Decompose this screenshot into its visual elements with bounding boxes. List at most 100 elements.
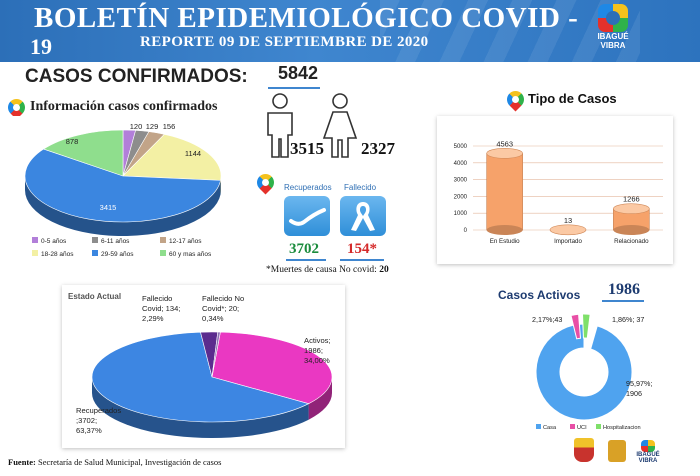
status-pie-label-0-2: 34,00% bbox=[304, 356, 330, 365]
ribbon-icon bbox=[351, 202, 375, 231]
bar-top-0 bbox=[486, 148, 523, 159]
info-confirmed-title: Información casos confirmados bbox=[30, 99, 218, 114]
non-covid-note: *Muertes de causa No covid: 20 bbox=[266, 265, 389, 275]
footer-logo-text-1: IBAGUÉ bbox=[636, 452, 660, 458]
location-pin-icon-3 bbox=[503, 87, 528, 112]
bar-category-label-2: Relacionado bbox=[614, 238, 649, 245]
case-type-panel: 0 1000 2000 3000 4000 5000 4563 En Estudio 13 Imp… bbox=[437, 116, 673, 264]
active-cases-donut-chart: 95,97%;1906 2,17%;43 1,86%; 37 Casa UCI Hospi… bbox=[532, 313, 652, 431]
recovered-value: 3702 bbox=[289, 241, 319, 257]
confirmed-label: CASOS CONFIRMADOS: bbox=[25, 66, 248, 87]
status-pie-label-2-2: 2,29% bbox=[142, 314, 164, 323]
donut-slice-uci bbox=[570, 313, 582, 340]
donut-label-0-0: 95,97%; bbox=[626, 379, 652, 388]
age-pie-value-label-2: 156 bbox=[163, 122, 176, 131]
active-cases-total: 1986 bbox=[608, 281, 640, 298]
bar-data-label-0: 4563 bbox=[496, 139, 513, 148]
status-pie-side-1-0 bbox=[92, 377, 309, 438]
health-seal-icon bbox=[608, 440, 626, 462]
page-title: BOLETÍN EPIDEMIOLÓGICO COVID - bbox=[34, 2, 579, 34]
status-pie-label-1-0: Recuperados bbox=[76, 406, 121, 415]
status-pie-label-3-1: Covid*; 20; bbox=[202, 304, 239, 313]
age-legend-label-0: 0-5 años bbox=[41, 238, 67, 245]
age-pie-slice-4 bbox=[24, 148, 221, 223]
deceased-label: Fallecido bbox=[344, 183, 377, 192]
logo-text-2: VIBRA bbox=[600, 41, 626, 50]
source-text: Secretaría de Salud Municipal, Investiga… bbox=[37, 457, 222, 467]
donut-legend-label-2: Hospitalizacion bbox=[603, 425, 641, 431]
page-title-line2: 19 bbox=[30, 34, 52, 59]
age-legend-label-1: 6-11 años bbox=[101, 238, 130, 245]
bar-ytick-5: 5000 bbox=[454, 144, 468, 150]
ibague-logo-icon bbox=[598, 4, 628, 32]
status-pie-label-1-2: 63,37% bbox=[76, 426, 102, 435]
recovered-label: Recuperados bbox=[284, 183, 332, 192]
bar-ytick-3: 3000 bbox=[454, 178, 468, 184]
status-pie-slice-0 bbox=[211, 331, 333, 405]
donut-label-1-0: 2,17%;43 bbox=[532, 315, 562, 324]
donut-slice-hospitalizacion bbox=[581, 313, 591, 339]
status-pie-side-0-0 bbox=[308, 377, 332, 420]
case-type-title: Tipo de Casos bbox=[528, 91, 617, 106]
confirmed-underline bbox=[268, 87, 320, 89]
header-pattern bbox=[380, 0, 640, 62]
status-pie-label-2-0: Fallecido bbox=[142, 294, 172, 303]
bar-category-label-0: En Estudio bbox=[490, 238, 520, 245]
source-footer: Fuente: Secretaría de Salud Municipal, I… bbox=[8, 457, 221, 467]
bar-body-0 bbox=[486, 153, 523, 231]
bar-top-2 bbox=[613, 203, 650, 215]
bar-base-2 bbox=[613, 225, 650, 235]
logo-text-1: IBAGUÉ bbox=[597, 32, 629, 41]
donut-legend-swatch-1 bbox=[570, 424, 575, 429]
active-cases-title: Casos Activos bbox=[498, 288, 581, 302]
status-pie-label-3-0: Fallecido No bbox=[202, 294, 244, 303]
non-covid-note-text: *Muertes de causa No covid: bbox=[266, 265, 377, 275]
active-cases-panel: 95,97%; 1906 2,17%;43 1,86%; 37 Casa UCI Hospi… bbox=[502, 304, 678, 440]
status-chart-title: Estado Actual bbox=[68, 292, 121, 301]
status-pie-slice-1 bbox=[91, 331, 310, 423]
age-pie-panel: 120 129 156 1144 3415 878 0-5 años 6-11 años 12-… bbox=[10, 116, 228, 264]
ibague-logo: IBAGUÉ VIBRA bbox=[590, 4, 636, 58]
age-pie-value-label-0: 120 bbox=[130, 122, 143, 131]
age-legend-swatch-5 bbox=[160, 250, 166, 256]
source-label: Fuente: bbox=[8, 457, 36, 467]
header-banner: BOLETÍN EPIDEMIOLÓGICO COVID - 19 REPORT… bbox=[0, 0, 700, 62]
age-pie-value-label-3: 1144 bbox=[185, 149, 201, 158]
age-legend-label-2: 12-17 años bbox=[169, 238, 202, 245]
status-pie-label-0-1: 1986; bbox=[304, 346, 323, 355]
deceased-box bbox=[340, 196, 386, 236]
footer-logo-text-2: VIBRA bbox=[638, 458, 658, 464]
age-pie-slice-3 bbox=[122, 133, 222, 181]
donut-legend-swatch-2 bbox=[596, 424, 601, 429]
report-date: REPORTE 09 DE SEPTIEMBRE DE 2020 bbox=[140, 34, 429, 50]
donut-legend-label-0: Casa bbox=[543, 425, 557, 431]
age-legend-swatch-4 bbox=[92, 250, 98, 256]
location-pin-icon-2 bbox=[253, 170, 278, 195]
age-pie-value-label-5: 878 bbox=[66, 137, 79, 146]
ibague-coat-of-arms-icon bbox=[574, 438, 594, 462]
status-pie-label-0-0: Activos; bbox=[304, 336, 331, 345]
status-pie-label-3-2: 0,34% bbox=[202, 314, 224, 323]
recovered-check-icon bbox=[289, 208, 326, 226]
status-pie-slice-3 bbox=[211, 331, 221, 378]
case-type-bar-chart: 0 1000 2000 3000 4000 5000 4563 En Estudio 13 Imp… bbox=[454, 139, 663, 245]
bar-data-label-1: 13 bbox=[564, 216, 572, 225]
age-legend-swatch-2 bbox=[160, 237, 166, 243]
bar-ytick-0: 0 bbox=[464, 228, 468, 234]
bar-top-1 bbox=[549, 224, 587, 236]
bar-category-label-1: Importado bbox=[554, 238, 582, 245]
status-pie-label-1-1: ;3702; bbox=[76, 416, 97, 425]
age-pie-slice-5 bbox=[42, 129, 124, 177]
bar-ytick-2: 2000 bbox=[454, 194, 468, 200]
donut-slice-casa bbox=[535, 323, 633, 421]
age-pie-side-4-0 bbox=[25, 176, 221, 236]
non-covid-note-value: 20 bbox=[379, 265, 389, 275]
recovered-underline bbox=[286, 259, 326, 261]
male-count: 3515 bbox=[290, 139, 324, 158]
bar-ytick-1: 1000 bbox=[454, 211, 468, 217]
bar-data-label-2: 1266 bbox=[623, 195, 640, 204]
deceased-underline bbox=[340, 259, 384, 261]
age-legend-label-4: 29-59 años bbox=[101, 251, 134, 258]
confirmed-value: 5842 bbox=[278, 63, 319, 83]
donut-label-0-1: 1906 bbox=[626, 389, 642, 398]
